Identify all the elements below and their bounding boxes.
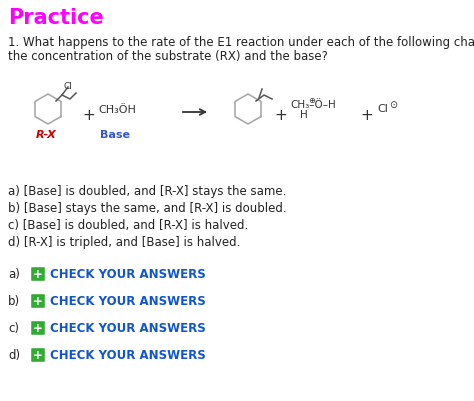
Text: d) [R-X] is tripled, and [Base] is halved.: d) [R-X] is tripled, and [Base] is halve…: [8, 235, 240, 248]
Text: the concentration of the substrate (RX) and the base?: the concentration of the substrate (RX) …: [8, 50, 328, 63]
Text: ⊙: ⊙: [389, 100, 397, 110]
Text: d): d): [8, 348, 20, 361]
Text: +: +: [33, 268, 43, 281]
FancyBboxPatch shape: [31, 321, 45, 335]
Text: Base: Base: [100, 130, 130, 140]
Text: CH₃–Ö–H: CH₃–Ö–H: [290, 100, 336, 110]
Text: H: H: [300, 110, 308, 120]
Text: a) [Base] is doubled, and [R-X] stays the same.: a) [Base] is doubled, and [R-X] stays th…: [8, 184, 286, 198]
Text: +: +: [360, 108, 373, 123]
Text: 1. What happens to the rate of the E1 reaction under each of the following chang: 1. What happens to the rate of the E1 re…: [8, 36, 474, 49]
Text: R-X: R-X: [36, 130, 57, 140]
Text: b) [Base] stays the same, and [R-X] is doubled.: b) [Base] stays the same, and [R-X] is d…: [8, 201, 287, 215]
Text: CHECK YOUR ANSWERS: CHECK YOUR ANSWERS: [50, 294, 206, 307]
Text: a): a): [8, 267, 20, 280]
Text: c): c): [8, 321, 19, 334]
Text: +: +: [82, 108, 95, 123]
Text: CHECK YOUR ANSWERS: CHECK YOUR ANSWERS: [50, 267, 206, 280]
Text: b): b): [8, 294, 20, 307]
Text: +: +: [274, 108, 287, 123]
Text: Cl: Cl: [64, 82, 73, 91]
Text: CHECK YOUR ANSWERS: CHECK YOUR ANSWERS: [50, 321, 206, 334]
Text: CHECK YOUR ANSWERS: CHECK YOUR ANSWERS: [50, 348, 206, 361]
Text: ··: ··: [108, 102, 113, 111]
Text: +: +: [33, 348, 43, 362]
Text: +: +: [33, 322, 43, 335]
FancyBboxPatch shape: [31, 294, 45, 308]
Text: CH₃ÖH: CH₃ÖH: [98, 105, 136, 115]
Text: Cl: Cl: [377, 104, 388, 114]
Text: +: +: [33, 295, 43, 308]
FancyBboxPatch shape: [31, 348, 45, 362]
FancyBboxPatch shape: [31, 267, 45, 281]
Text: Practice: Practice: [8, 8, 104, 28]
Text: c) [Base] is doubled, and [R-X] is halved.: c) [Base] is doubled, and [R-X] is halve…: [8, 219, 248, 231]
Text: ⊕: ⊕: [308, 96, 315, 105]
